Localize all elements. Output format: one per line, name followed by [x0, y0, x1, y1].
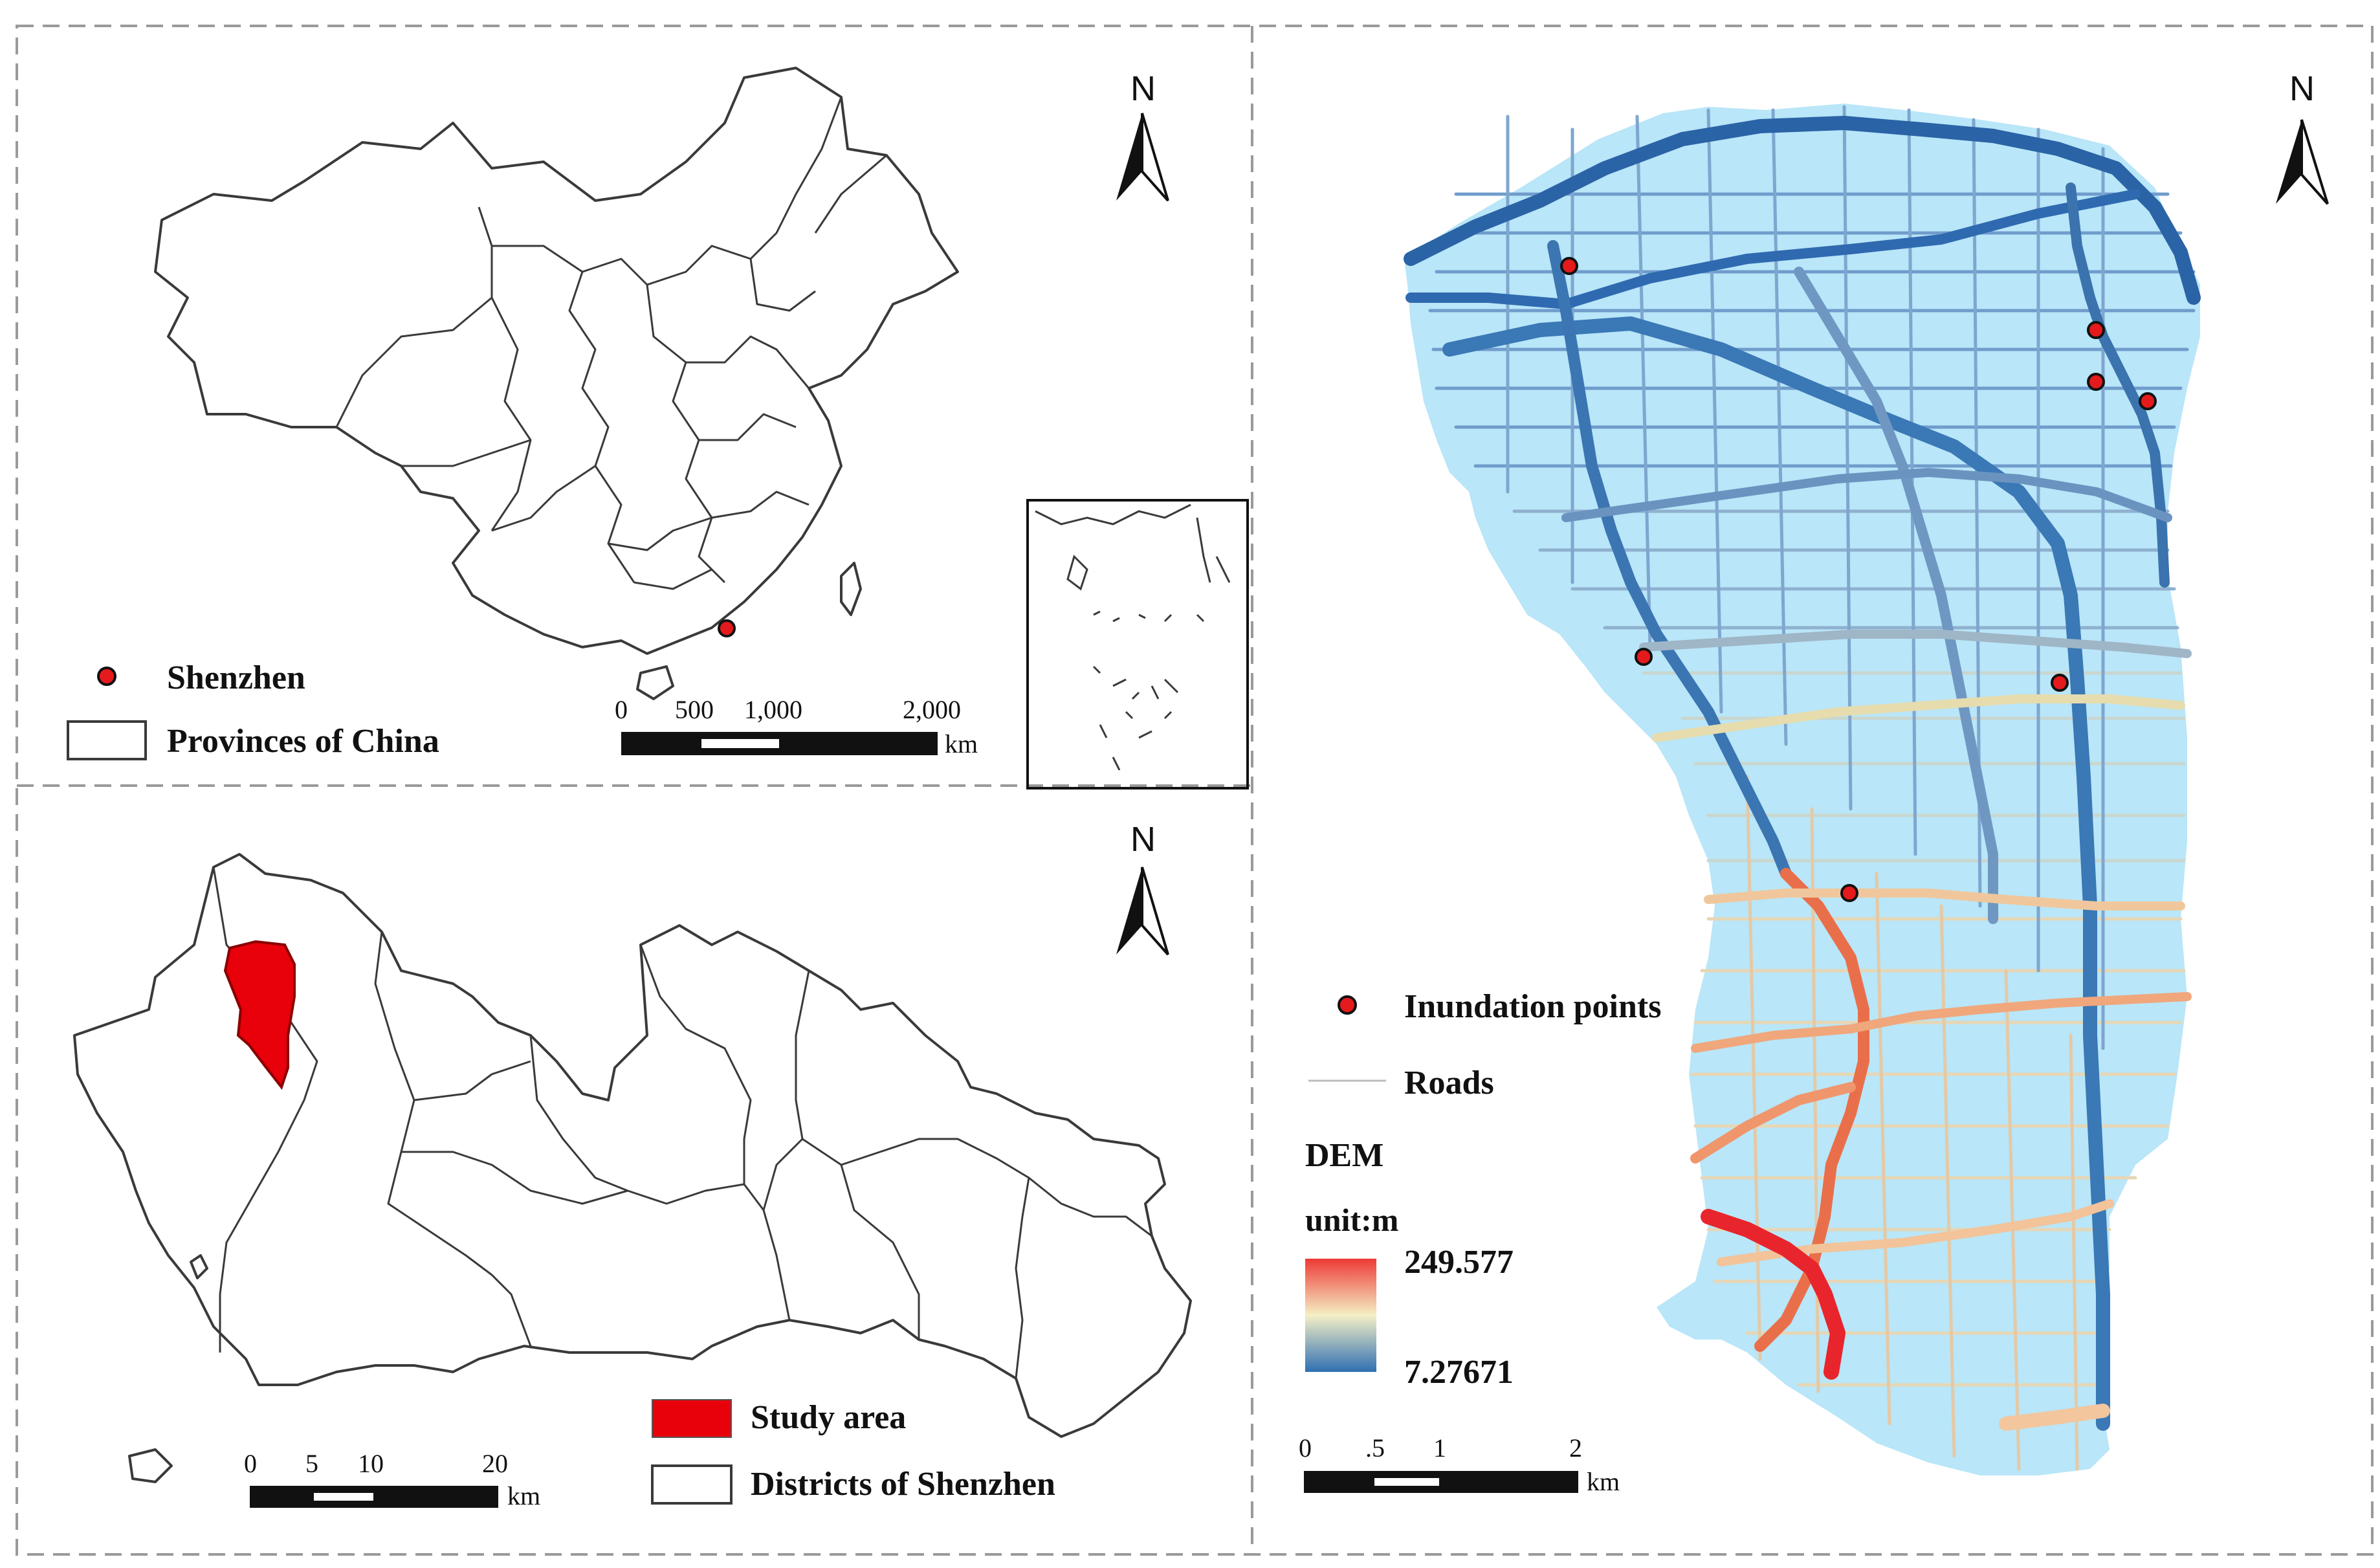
inundation-points — [1560, 257, 2157, 902]
road-north-arc — [1404, 116, 2201, 305]
scalebar-china-tick: 500 — [675, 695, 714, 724]
island-1 — [128, 1448, 173, 1483]
inundation-point — [2139, 392, 2157, 410]
road-north-row — [1405, 189, 2141, 309]
island-2 — [190, 1254, 208, 1279]
legend-dem-title: DEM — [1305, 1137, 1384, 1174]
legend-dem-unit: unit:m — [1305, 1202, 1399, 1238]
inundation-point — [2087, 373, 2105, 391]
scalebar-shenzhen-tick: 10 — [358, 1449, 384, 1478]
inundation-point — [1560, 257, 1578, 275]
road-cross-2 — [1639, 630, 2192, 658]
legend-province-symbol — [67, 720, 147, 760]
panel-frames — [16, 25, 2374, 1556]
scalebar-study-unit: km — [1587, 1467, 1620, 1496]
inundation-point — [1840, 884, 1858, 902]
legend-dem-ramp — [1305, 1259, 1376, 1372]
north-label-shenzhen: N — [1130, 820, 1156, 859]
study-area-map — [1404, 104, 2201, 1475]
scalebar-study-tick: 0 — [1299, 1433, 1312, 1463]
legend-district-symbol — [651, 1464, 733, 1505]
scalebar-shenzhen-unit: km — [507, 1481, 541, 1510]
scalebar-shenzhen — [250, 1486, 498, 1508]
shenzhen-outline — [73, 853, 1192, 1438]
legend-districts-label: Districts of Shenzhen — [751, 1466, 1055, 1503]
scalebar-shenzhen-tick: 20 — [482, 1449, 508, 1478]
road-cross-5 — [1691, 992, 2192, 1053]
scalebar-study-tick: 1 — [1433, 1433, 1446, 1463]
road-south-tail — [1999, 1404, 2110, 1431]
district-lines — [212, 867, 1152, 1379]
scalebar-study-tick: 2 — [1569, 1433, 1582, 1463]
scalebar-china-unit: km — [945, 729, 978, 758]
china-outline — [154, 67, 959, 655]
china-inset — [1026, 499, 1249, 790]
scalebar-china-tick: 1,000 — [744, 695, 802, 724]
road-west-arterial-south — [1754, 868, 1869, 1352]
legend-study-area-label: Study area — [751, 1399, 907, 1436]
road-west-arterial — [1547, 240, 1792, 879]
inset-frame — [1026, 499, 1249, 790]
legend-inundation-label: Inundation points — [1404, 988, 1662, 1025]
road-southwest — [1701, 1209, 1846, 1380]
road-diagonal — [1442, 316, 2110, 1431]
legend-inundation-symbol — [1338, 995, 1357, 1015]
shenzhen-marker — [718, 619, 736, 637]
study-area-background — [1404, 104, 2200, 1475]
legend-dem-min: 7.27671 — [1404, 1354, 1514, 1391]
legend-study-symbol — [652, 1399, 732, 1438]
road-center-arterial — [1794, 267, 1998, 924]
legend-provinces-label: Provinces of China — [167, 723, 439, 760]
inundation-point — [1635, 648, 1653, 666]
inset-coast — [1035, 503, 1231, 591]
taiwan-outline — [840, 562, 862, 616]
scalebar-shenzhen-tick: 5 — [305, 1449, 318, 1478]
road-southwest-branch — [1690, 1082, 1856, 1164]
scalebar-study-tick: .5 — [1365, 1433, 1385, 1463]
inset-islands — [1092, 610, 1205, 771]
road-cross-3 — [1652, 694, 2185, 742]
north-arrow-shenzhen — [1116, 867, 1169, 956]
china-map — [154, 67, 959, 700]
road-cross-4 — [1704, 889, 2185, 911]
north-label-study: N — [2289, 69, 2315, 108]
shenzhen-map — [73, 853, 1192, 1483]
scalebar-study — [1304, 1471, 1578, 1493]
inundation-point — [2051, 674, 2069, 692]
outer-frame — [16, 25, 2374, 1556]
legend-shenzhen-label: Shenzhen — [167, 659, 305, 696]
north-arrow-study — [2276, 119, 2329, 205]
north-arrow-china — [1116, 113, 1169, 202]
legend-roads-label: Roads — [1404, 1065, 1494, 1101]
legend-dem-max: 249.577 — [1404, 1244, 1514, 1281]
study-area-shape — [223, 940, 296, 1090]
province-lines — [335, 96, 887, 590]
scalebar-china-tick: 0 — [615, 695, 628, 724]
legend-point-symbol — [97, 667, 116, 686]
road-east-arterial — [2066, 182, 2170, 588]
inundation-point — [2087, 321, 2105, 339]
scalebar-china — [621, 732, 938, 755]
major-roads — [1404, 116, 2201, 1431]
hainan-outline — [636, 665, 674, 700]
scalebar-shenzhen-tick: 0 — [244, 1449, 257, 1478]
road-cross-1 — [1561, 468, 2172, 522]
north-label-china: N — [1130, 69, 1156, 108]
scalebar-china-tick: 2,000 — [903, 695, 961, 724]
